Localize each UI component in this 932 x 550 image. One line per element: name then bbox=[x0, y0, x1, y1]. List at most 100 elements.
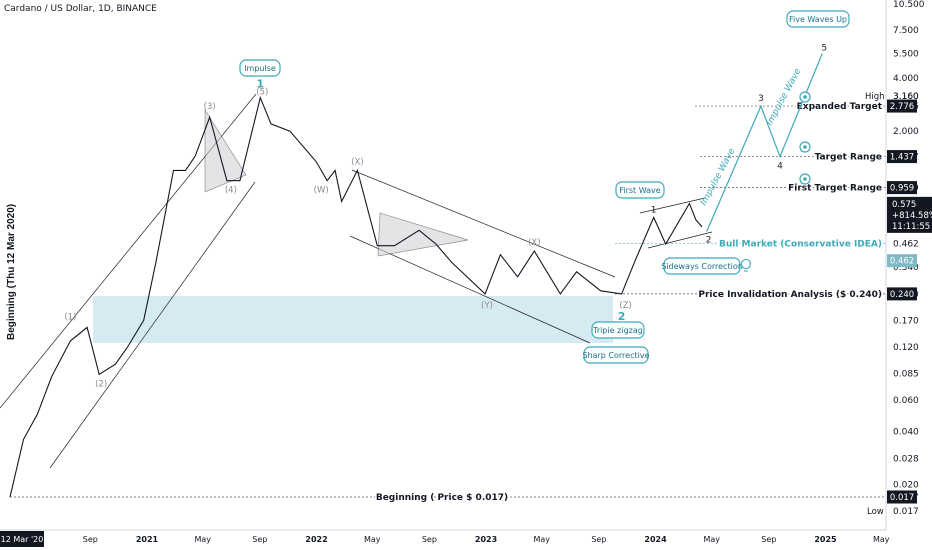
x-tick-label-2: 2021 bbox=[136, 535, 159, 544]
y-tick-label-4: 3.160 bbox=[893, 92, 919, 102]
y-tick-label-15: 0.120 bbox=[893, 343, 919, 353]
left-axis-label: Beginning (Thu 12 Mar 2020) bbox=[6, 203, 17, 340]
wave-label-1: (2) bbox=[95, 379, 107, 389]
callout-3: Sideways Correction bbox=[661, 257, 743, 275]
y-tick-label-14: 0.170 bbox=[893, 316, 919, 326]
x-tick-label-15: May bbox=[873, 535, 890, 544]
x-tick-label-1: Sep bbox=[83, 535, 98, 544]
x-start-bg bbox=[0, 531, 44, 547]
wave-label-16: 5 bbox=[821, 44, 827, 54]
wave-label-0: (1) bbox=[64, 312, 76, 322]
x-tick-label-0: 12 Mar '20 bbox=[1, 535, 44, 544]
y-tick-label-2: 5.500 bbox=[893, 50, 919, 60]
tag-2-bg bbox=[887, 150, 917, 164]
tag-6: 0.017 bbox=[890, 493, 914, 503]
y-tick-label-17: 0.060 bbox=[893, 396, 919, 406]
wave-label-5: 1 bbox=[256, 78, 264, 91]
level-label-2: Target Range bbox=[815, 153, 882, 163]
channel-upper-2024 bbox=[639, 197, 706, 214]
level-label-4: Bull Market (Conservative IDEA) bbox=[719, 240, 882, 250]
callout-4: Tripie zigzag bbox=[591, 321, 645, 339]
level-label-1: Expanded Target bbox=[797, 102, 883, 112]
projection-path bbox=[706, 53, 823, 232]
level-label-3: First Target Range bbox=[788, 184, 882, 194]
x-tick-label-6: May bbox=[364, 535, 381, 544]
level-label-5: Price Invalidation Analysis ($ 0.240) bbox=[698, 290, 882, 300]
wave-label-2: (3) bbox=[204, 102, 216, 112]
current-price: 0.575 bbox=[892, 200, 916, 210]
current-change: +814.58% bbox=[892, 211, 932, 221]
svg-text:Impulse: Impulse bbox=[244, 64, 276, 73]
tag-4-bg bbox=[887, 254, 917, 268]
level-label-6: Beginning ( Price $ 0.017) bbox=[376, 493, 508, 503]
wave-label-7: (X) bbox=[351, 157, 363, 167]
eye-icon[interactable] bbox=[799, 141, 811, 153]
triangle-2022 bbox=[377, 212, 469, 257]
y-tick-label-0: 10.500 bbox=[893, 0, 925, 10]
low-label: Low bbox=[867, 507, 884, 517]
x-tick-label-9: May bbox=[533, 535, 550, 544]
wave-label-13: 2 bbox=[706, 236, 712, 246]
x-tick-label-11: 2024 bbox=[644, 535, 667, 544]
wave-label-11: 2 bbox=[618, 310, 626, 323]
svg-text:Five Waves Up: Five Waves Up bbox=[789, 15, 847, 24]
triangle-2021 bbox=[204, 108, 247, 193]
demand-zone bbox=[93, 296, 613, 343]
price-series bbox=[9, 95, 703, 498]
x-tick-label-14: 2025 bbox=[814, 535, 837, 544]
svg-text:First Wave: First Wave bbox=[619, 186, 660, 195]
svg-text:Tripie zigzag: Tripie zigzag bbox=[592, 326, 643, 335]
wave-label-10: (Z) bbox=[619, 301, 631, 311]
x-tick-label-3: May bbox=[194, 535, 211, 544]
wave-label-3: (4) bbox=[225, 186, 237, 196]
y-tick-label-16: 0.085 bbox=[893, 370, 919, 380]
tag-4: 0.462 bbox=[890, 257, 914, 267]
svg-text:Sharp Corrective: Sharp Corrective bbox=[582, 351, 649, 360]
wave-label-14: 3 bbox=[758, 94, 764, 104]
x-tick-label-13: Sep bbox=[761, 535, 776, 544]
callout-0: Impulse bbox=[239, 59, 281, 77]
eye-icon[interactable] bbox=[799, 91, 811, 103]
chart-title: Cardano / US Dollar, 1D, BINANCE bbox=[4, 4, 157, 14]
wave-label-6: (W) bbox=[314, 186, 329, 196]
wave-label-9: (X) bbox=[528, 238, 540, 248]
y-tick-label-12: 0.340 bbox=[893, 263, 919, 273]
tag-2: 1.437 bbox=[890, 153, 914, 163]
x-tick-label-4: Sep bbox=[252, 535, 267, 544]
callout-2: First Wave bbox=[615, 181, 665, 199]
x-tick-label-7: Sep bbox=[422, 535, 437, 544]
tag-3: 0.959 bbox=[890, 184, 914, 194]
y-tick-label-20: 0.020 bbox=[893, 481, 919, 491]
y-tick-label-3: 4.000 bbox=[893, 74, 919, 84]
tag-1-bg bbox=[887, 99, 917, 113]
callout-1: Five Waves Up bbox=[786, 10, 850, 28]
channel-lower-2020 bbox=[49, 181, 256, 469]
x-tick-label-10: Sep bbox=[591, 535, 606, 544]
wave-label-15: 4 bbox=[777, 162, 783, 172]
y-tick-label-18: 0.040 bbox=[893, 427, 919, 437]
high-value: 3.160 bbox=[893, 92, 919, 102]
tag-3-bg bbox=[887, 181, 917, 195]
low-value: 0.017 bbox=[893, 507, 919, 517]
wave-label-8: (Y) bbox=[481, 301, 493, 311]
wave-label-12: 1 bbox=[651, 205, 657, 215]
lightbulb-icon bbox=[740, 258, 752, 272]
x-tick-label-12: May bbox=[703, 535, 720, 544]
channel-upper-2022 bbox=[351, 169, 616, 278]
tag-1: 2.776 bbox=[890, 102, 914, 112]
tag-5-bg bbox=[887, 287, 917, 301]
y-tick-label-11: 0.462 bbox=[893, 240, 919, 250]
high-label: High bbox=[865, 92, 885, 102]
y-tick-label-1: 7.500 bbox=[893, 26, 919, 36]
current-countdown: 11:11:55 bbox=[892, 222, 930, 232]
y-tick-label-19: 0.028 bbox=[893, 455, 919, 465]
x-tick-label-8: 2023 bbox=[475, 535, 497, 544]
y-tick-label-6: 2.000 bbox=[893, 127, 919, 137]
current-price-bg bbox=[887, 196, 932, 233]
tag-6-bg bbox=[887, 490, 917, 504]
svg-text:Sideways Correction: Sideways Correction bbox=[661, 262, 743, 271]
eye-icon[interactable] bbox=[799, 173, 811, 185]
callout-5: Sharp Corrective bbox=[582, 346, 650, 364]
channel-lower-2024 bbox=[647, 231, 713, 249]
